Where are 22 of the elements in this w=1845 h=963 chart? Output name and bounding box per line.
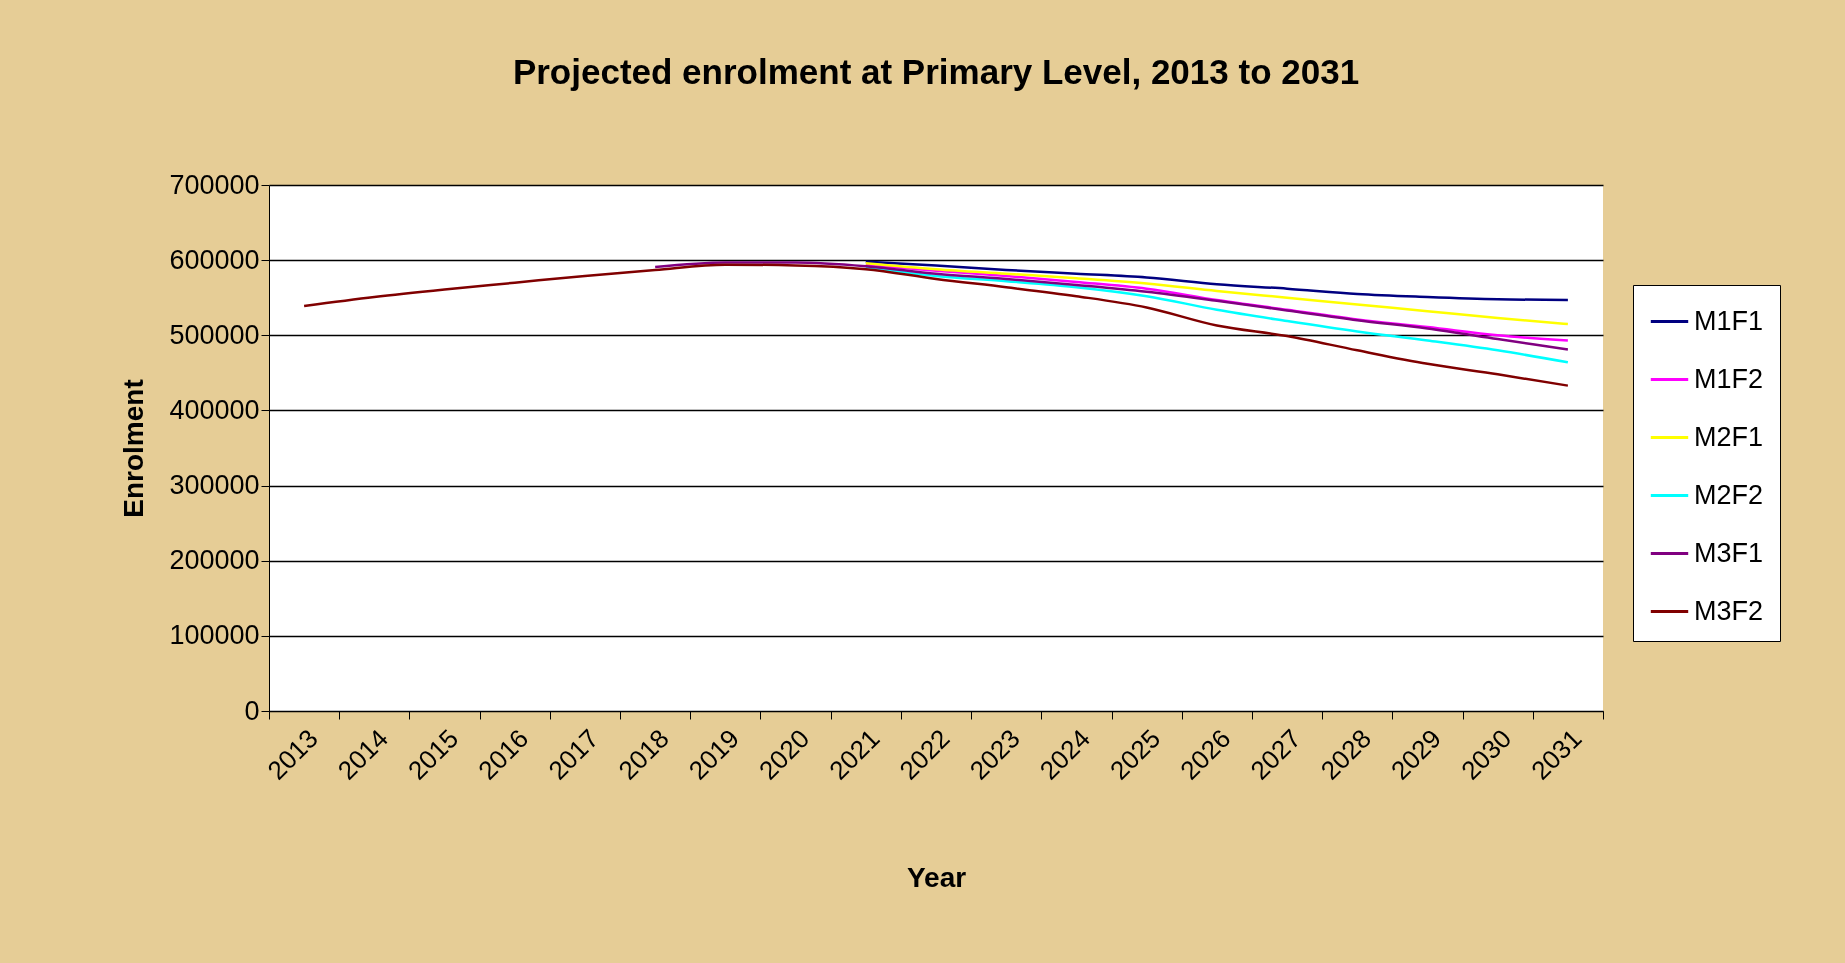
y-tick-label: 0	[244, 695, 260, 726]
y-tick-label: 700000	[169, 169, 260, 200]
chart-title: Projected enrolment at Primary Level, 2013 to 2031	[512, 52, 1360, 91]
y-tick-label: 500000	[169, 319, 260, 350]
line-series	[864, 261, 1570, 326]
y-tick-label: 100000	[169, 620, 260, 651]
y-tick-label: 600000	[169, 244, 260, 275]
line-series	[653, 261, 1570, 351]
x-axis-title: Year	[906, 861, 967, 893]
legend-label: M3F2	[1694, 595, 1764, 626]
y-axis-title: Enrolment	[118, 379, 150, 518]
legend-label: M2F2	[1694, 479, 1764, 510]
line-series	[864, 260, 1570, 302]
y-tick-label: 200000	[169, 545, 260, 576]
legend-label: M1F2	[1694, 363, 1764, 394]
line-series	[302, 263, 1570, 387]
legend-label: M2F1	[1694, 421, 1764, 452]
legend-label: M1F1	[1694, 305, 1764, 336]
legend-label: M3F1	[1694, 537, 1764, 568]
y-tick-label: 300000	[169, 470, 260, 501]
line-series	[864, 265, 1570, 364]
y-tick-label: 400000	[169, 394, 260, 425]
